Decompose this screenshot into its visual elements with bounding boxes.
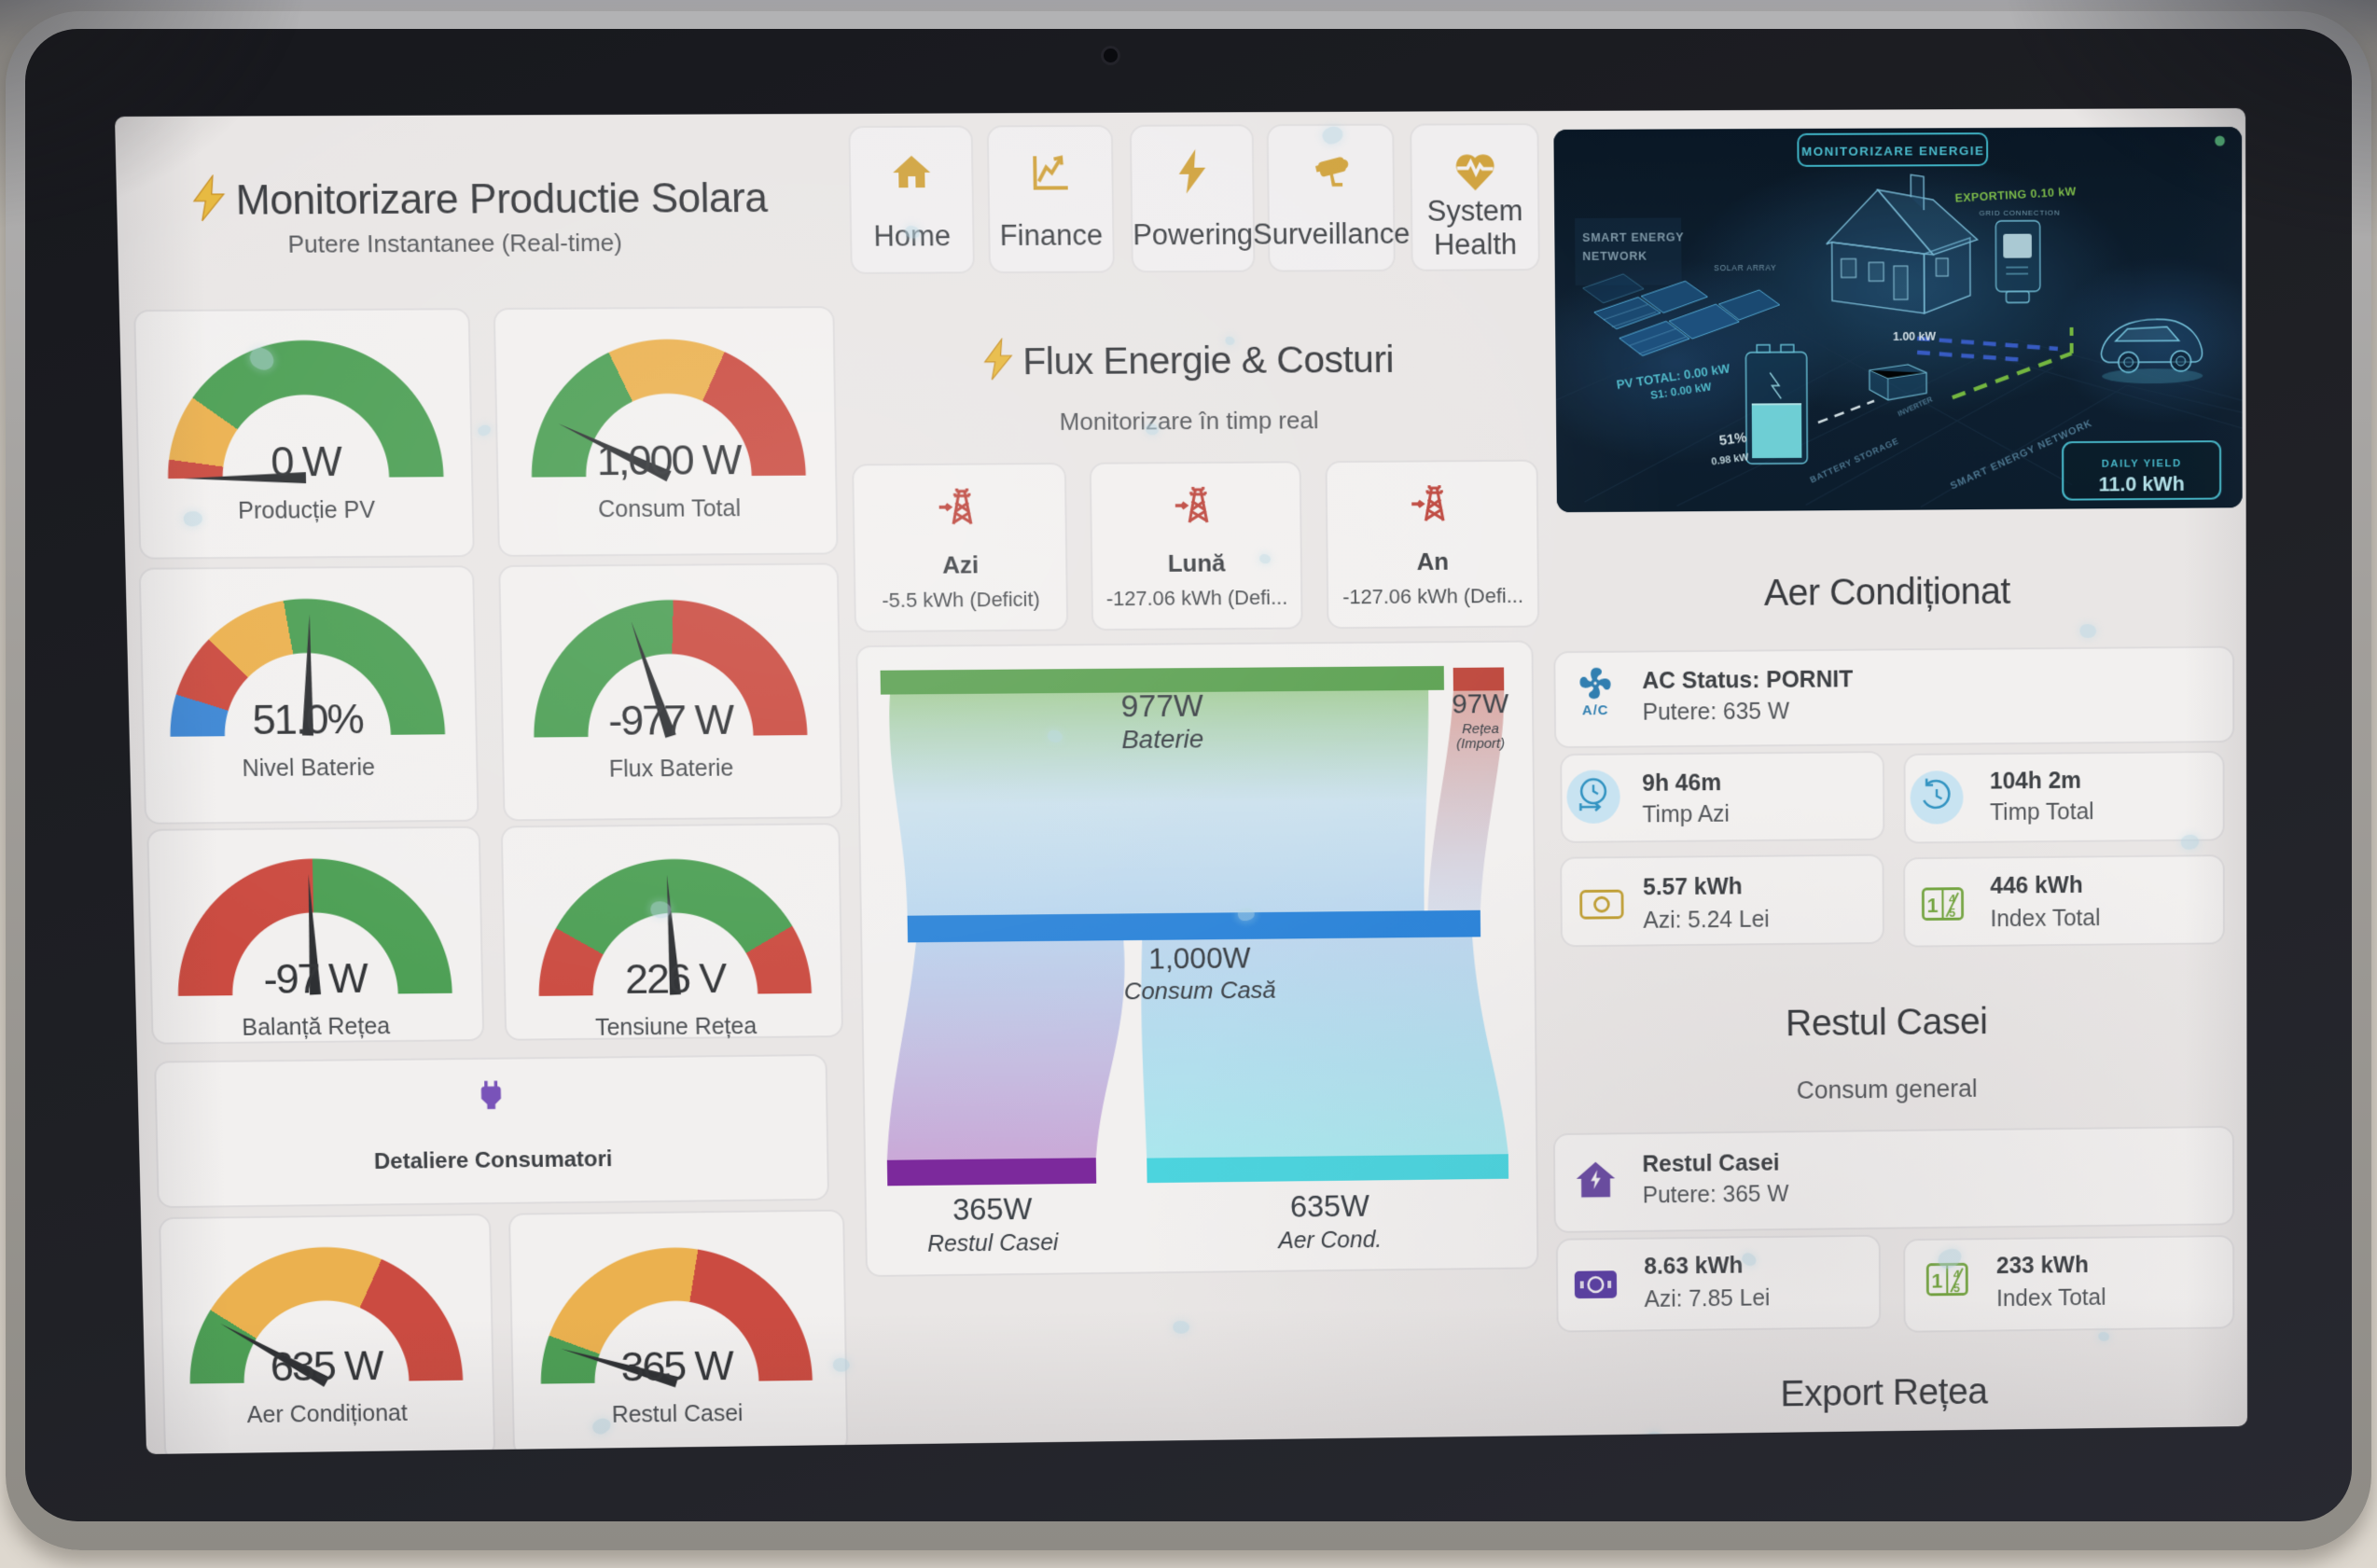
svg-text:Baterie: Baterie [1121,725,1203,755]
svg-text:977W: 977W [1120,688,1203,724]
svg-text:1: 1 [1927,895,1939,917]
svg-text:Restul Casei: Restul Casei [927,1230,1060,1257]
svg-text:365W: 365W [952,1193,1033,1228]
svg-text:1,000W: 1,000W [1148,941,1251,975]
svg-text:1: 1 [1932,1270,1943,1292]
svg-text:(Import): (Import) [1456,736,1505,752]
svg-text:Rețea: Rețea [1462,721,1499,737]
svg-text:Consum Casă: Consum Casă [1124,976,1276,1005]
svg-text:97W: 97W [1452,688,1509,720]
svg-text:Aer Cond.: Aer Cond. [1276,1228,1382,1254]
svg-text:635W: 635W [1290,1190,1370,1225]
